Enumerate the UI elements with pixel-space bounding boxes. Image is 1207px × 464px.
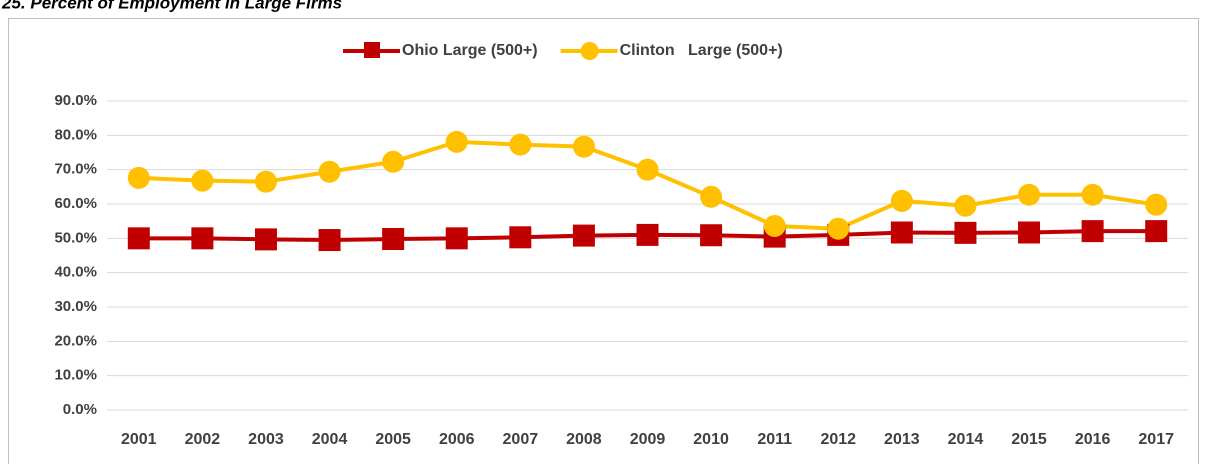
marker: [827, 217, 850, 240]
legend-marker: [364, 42, 380, 58]
x-tick-label: 2002: [185, 431, 221, 448]
marker: [1081, 220, 1104, 243]
y-tick-label: 60.0%: [54, 195, 97, 212]
x-tick-label: 2006: [439, 431, 475, 448]
marker: [700, 185, 723, 208]
marker: [254, 228, 277, 251]
x-tick-label: 2003: [248, 431, 284, 448]
y-tick-label: 50.0%: [54, 229, 97, 246]
x-tick-label: 2012: [820, 431, 856, 448]
marker: [763, 214, 786, 237]
x-tick-label: 2007: [503, 431, 539, 448]
x-tick-label: 2011: [757, 431, 792, 448]
marker: [1081, 183, 1104, 206]
y-tick-label: 90.0%: [54, 92, 97, 109]
marker: [1145, 193, 1168, 216]
x-tick-label: 2009: [630, 431, 666, 448]
x-tick-label: 2008: [566, 431, 602, 448]
y-tick-label: 40.0%: [54, 264, 97, 281]
marker: [382, 228, 405, 251]
marker: [954, 221, 977, 244]
marker: [572, 224, 595, 247]
x-tick-label: 2013: [884, 431, 920, 448]
legend-label: Clinton Large (500+): [620, 42, 783, 59]
marker: [509, 226, 532, 249]
marker: [191, 227, 214, 250]
marker: [954, 194, 977, 217]
marker: [382, 150, 405, 173]
marker: [700, 224, 723, 247]
marker: [445, 130, 468, 153]
marker: [445, 227, 468, 250]
marker: [636, 223, 659, 246]
chart-title: 25. Percent of Employment in Large Firms: [1, 0, 342, 12]
y-tick-label: 30.0%: [54, 298, 97, 315]
x-tick-label: 2014: [948, 431, 984, 448]
marker: [254, 170, 277, 193]
marker: [890, 221, 913, 244]
y-tick-label: 20.0%: [54, 332, 97, 349]
x-tick-label: 2017: [1138, 431, 1174, 448]
marker: [636, 158, 659, 181]
marker: [1018, 183, 1041, 206]
marker: [318, 229, 341, 252]
marker: [1018, 221, 1041, 244]
y-tick-label: 0.0%: [63, 401, 97, 418]
x-tick-label: 2001: [121, 431, 157, 448]
y-tick-label: 10.0%: [54, 367, 97, 384]
y-tick-label: 80.0%: [54, 126, 97, 143]
y-tick-label: 70.0%: [54, 161, 97, 178]
marker: [127, 227, 150, 250]
x-tick-label: 2005: [375, 431, 411, 448]
marker: [191, 169, 214, 192]
x-tick-label: 2016: [1075, 431, 1111, 448]
legend-label: Ohio Large (500+): [402, 42, 538, 59]
marker: [1145, 220, 1168, 243]
x-tick-label: 2010: [693, 431, 729, 448]
legend-marker: [580, 42, 599, 60]
x-tick-label: 2004: [312, 431, 348, 448]
marker: [890, 189, 913, 212]
x-tick-label: 2015: [1011, 431, 1047, 448]
marker: [509, 133, 532, 156]
marker: [572, 135, 595, 158]
marker: [127, 166, 150, 189]
marker: [318, 160, 341, 183]
